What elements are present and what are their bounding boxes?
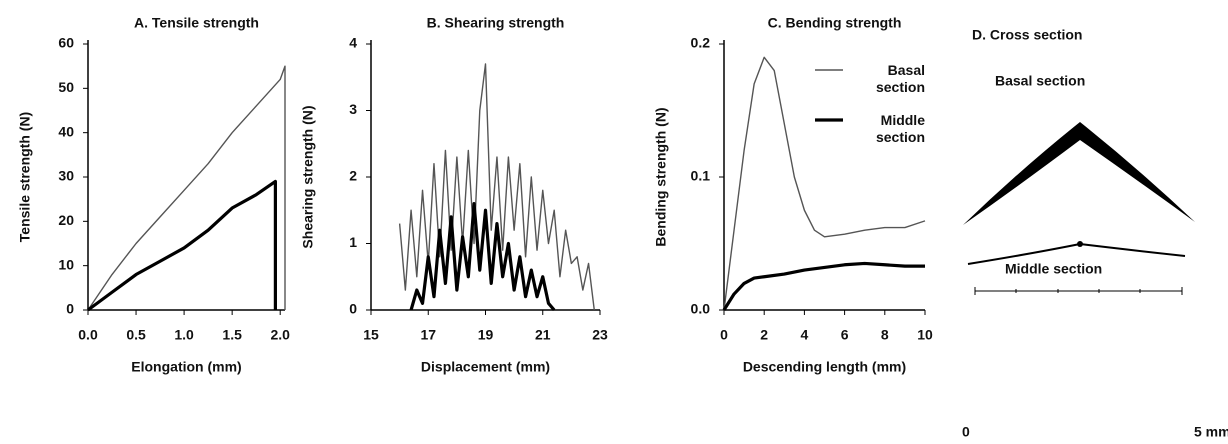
- x-tick-label: 1.5: [222, 327, 242, 343]
- scale-start: 0: [962, 424, 970, 440]
- legend-label: Middle section: [875, 112, 925, 145]
- y-tick-label: 20: [58, 212, 74, 228]
- middle-tip: [1077, 241, 1083, 247]
- middle-label: Middle section: [1005, 261, 1102, 277]
- cross-title: D. Cross section: [972, 27, 1082, 43]
- y-tick-label: 0: [349, 301, 357, 317]
- y-tick-label: 40: [58, 123, 74, 139]
- y-tick-label: 0: [66, 301, 74, 317]
- y-axis-label: Bending strength (N): [653, 107, 669, 246]
- x-tick-label: 10: [917, 327, 933, 343]
- y-tick-label: 50: [58, 79, 74, 95]
- scale-end: 5 mm: [1194, 424, 1228, 440]
- basal-label: Basal section: [995, 73, 1085, 89]
- y-tick-label: 4: [349, 35, 357, 51]
- x-tick-label: 4: [801, 327, 809, 343]
- y-axis-label: Tensile strength (N): [17, 112, 33, 242]
- y-tick-label: 3: [349, 101, 357, 117]
- y-tick-label: 60: [58, 35, 74, 51]
- x-tick-label: 0: [720, 327, 728, 343]
- x-tick-label: 2: [760, 327, 768, 343]
- x-tick-label: 23: [592, 327, 608, 343]
- y-tick-label: 30: [58, 168, 74, 184]
- y-tick-label: 1: [349, 234, 357, 250]
- series-line: [398, 63, 595, 311]
- x-axis-label: Elongation (mm): [131, 359, 241, 375]
- series-line: [87, 65, 286, 311]
- cross-section: D. Cross section Basal section Middle se…: [962, 27, 1228, 440]
- series-line: [722, 261, 925, 311]
- x-tick-label: 8: [881, 327, 889, 343]
- x-tick-label: 19: [478, 327, 494, 343]
- y-tick-label: 0.1: [691, 168, 711, 184]
- x-tick-label: 0.0: [78, 327, 98, 343]
- chart-title: A. Tensile strength: [134, 15, 259, 31]
- x-tick-label: 15: [363, 327, 379, 343]
- basal-shape: [963, 122, 1195, 225]
- y-axis-label: Shearing strength (N): [300, 105, 316, 248]
- x-tick-label: 17: [420, 327, 436, 343]
- chart-title: B. Shearing strength: [427, 15, 565, 31]
- series-line: [87, 179, 277, 312]
- y-tick-label: 10: [58, 256, 74, 272]
- x-axis-label: Descending length (mm): [743, 359, 906, 375]
- y-tick-label: 2: [349, 168, 357, 184]
- x-tick-label: 21: [535, 327, 551, 343]
- scale-ticks: [974, 287, 1183, 295]
- x-tick-label: 6: [841, 327, 849, 343]
- chart-title: C. Bending strength: [768, 15, 902, 31]
- x-tick-label: 0.5: [126, 327, 146, 343]
- legend-label: Basal section: [875, 62, 925, 95]
- y-tick-label: 0.0: [691, 301, 711, 317]
- x-axis-label: Displacement (mm): [421, 359, 550, 375]
- x-tick-label: 1.0: [174, 327, 194, 343]
- series-line: [409, 202, 556, 312]
- x-tick-label: 2.0: [270, 327, 290, 343]
- y-tick-label: 0.2: [691, 35, 711, 51]
- series-line: [723, 56, 926, 311]
